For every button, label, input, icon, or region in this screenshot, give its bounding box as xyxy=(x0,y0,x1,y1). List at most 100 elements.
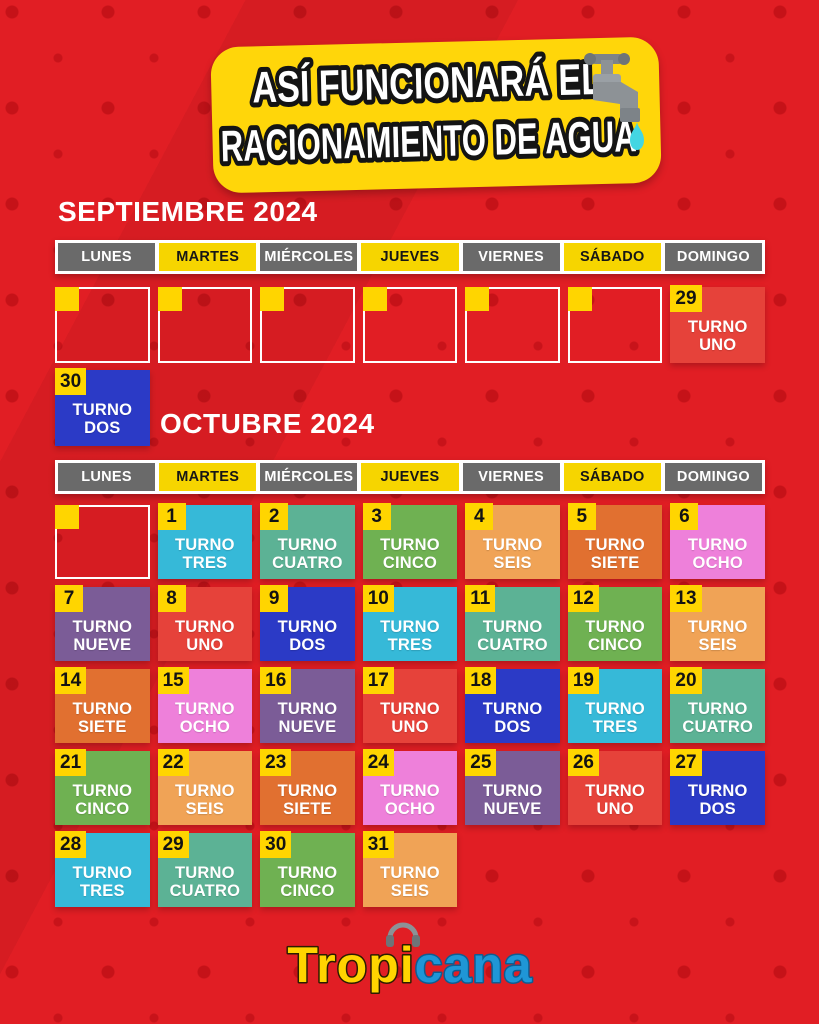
empty-day-corner-tag xyxy=(260,287,285,311)
october-calendar-grid: 1 TURNO TRES 2 TURNO CUATRO 3 TURNO CINCO 4 TURNO S… xyxy=(55,503,765,907)
weekday-header-october: LUNES MARTES MIÉRCOLES JUEVES VIERNES SÁBADO D… xyxy=(55,460,765,494)
empty-day-cell xyxy=(362,287,458,363)
day-number-badge: 18 xyxy=(465,667,497,694)
day-number-badge: 13 xyxy=(670,585,702,612)
day-number-badge: 28 xyxy=(55,831,87,858)
turno-label: TURNO UNO xyxy=(585,782,645,819)
poster-title-text: ASÍ FUNCIONARÁ EL RACIONAMIENTO DE AGUA xyxy=(215,49,642,176)
weekday-cell: LUNES xyxy=(58,243,156,271)
turno-label: TURNO UNO xyxy=(380,700,440,737)
day-number-badge: 7 xyxy=(55,585,83,612)
turno-label: TURNO CUATRO xyxy=(169,864,241,901)
blank-cell xyxy=(363,370,458,446)
empty-day-cell xyxy=(55,287,150,363)
day-number-badge: 30 xyxy=(55,368,87,395)
calendar-day-cell: 6 TURNO OCHO xyxy=(670,503,765,579)
weekday-cell: JUEVES xyxy=(361,463,459,491)
day-number-badge: 9 xyxy=(260,585,289,612)
weekday-cell: VIERNES xyxy=(462,243,560,271)
calendar-day-cell: 17 TURNO UNO xyxy=(362,667,458,743)
calendar-day-cell: 13 TURNO SEIS xyxy=(670,585,765,661)
title-line-1: ASÍ FUNCIONARÁ EL xyxy=(252,54,603,113)
day-number-badge: 22 xyxy=(157,749,189,776)
calendar-day-cell: 28 TURNO TRES xyxy=(55,831,150,907)
day-number-badge: 25 xyxy=(465,749,497,776)
day-number-badge: 26 xyxy=(567,749,599,776)
calendar-day-cell: 19 TURNO TRES xyxy=(567,667,663,743)
blank-cell xyxy=(670,370,765,446)
day-number-badge: 15 xyxy=(157,667,189,694)
turno-label: TURNO NUEVE xyxy=(482,782,543,819)
day-number-badge: 29 xyxy=(157,831,189,858)
september-calendar-grid: 29 TURNO UNO 30 TURNO DOS xyxy=(55,285,765,446)
calendar-day-cell: 9 TURNO DOS xyxy=(260,585,355,661)
tropicana-logo: Tropicana xyxy=(285,922,533,995)
turno-label: TURNO OCHO xyxy=(687,536,748,573)
calendar-day-cell: 18 TURNO DOS xyxy=(465,667,560,743)
calendar-day-cell: 27 TURNO DOS xyxy=(670,749,765,825)
day-number-badge: 20 xyxy=(670,667,702,694)
calendar-day-cell: 23 TURNO SIETE xyxy=(260,749,355,825)
blank-cell xyxy=(670,833,765,907)
turno-label: TURNO SEIS xyxy=(380,864,440,901)
calendar-day-cell: 26 TURNO UNO xyxy=(567,749,663,825)
weekday-cell: DOMINGO xyxy=(664,463,762,491)
empty-day-cell xyxy=(260,287,355,363)
turno-label: TURNO CUATRO xyxy=(272,536,343,573)
logo-part-blue: cana xyxy=(414,937,532,993)
turno-label: TURNO OCHO xyxy=(175,700,235,737)
calendar-day-cell: 24 TURNO OCHO xyxy=(362,749,458,825)
calendar-day-cell: 30 TURNO CINCO xyxy=(260,831,355,907)
day-number-badge: 29 xyxy=(670,285,702,312)
calendar-day-cell: 10 TURNO TRES xyxy=(362,585,458,661)
turno-label: TURNO TRES xyxy=(585,700,645,737)
day-number-badge: 4 xyxy=(465,503,494,530)
empty-day-corner-tag xyxy=(55,287,79,311)
day-number-badge: 17 xyxy=(362,667,394,694)
turno-label: TURNO DOS xyxy=(72,401,133,438)
turno-label: TURNO CINCO xyxy=(72,782,133,819)
turno-label: TURNO TRES xyxy=(380,618,440,655)
headphones-icon xyxy=(385,922,420,947)
weekday-cell: SÁBADO xyxy=(563,463,661,491)
turno-label: TURNO TRES xyxy=(72,864,133,901)
turno-label: TURNO NUEVE xyxy=(277,700,338,737)
turno-label: TURNO SEIS xyxy=(687,618,748,655)
calendar-day-cell: 5 TURNO SIETE xyxy=(567,503,663,579)
turno-label: TURNO SIETE xyxy=(72,700,133,737)
calendar-day-cell: 22 TURNO SEIS xyxy=(157,749,253,825)
turno-label: TURNO OCHO xyxy=(380,782,440,819)
calendar-day-cell: 15 TURNO OCHO xyxy=(157,667,253,743)
calendar-day-cell: 4 TURNO SEIS xyxy=(465,503,560,579)
day-number-badge: 10 xyxy=(362,585,394,612)
day-number-badge: 30 xyxy=(260,831,292,858)
turno-label: TURNO CUATRO xyxy=(477,618,548,655)
day-number-badge: 2 xyxy=(260,503,289,530)
turno-label: TURNO SEIS xyxy=(482,536,543,573)
turno-label: TURNO NUEVE xyxy=(72,618,133,655)
calendar-day-cell: 20 TURNO CUATRO xyxy=(670,667,765,743)
day-number-badge: 5 xyxy=(567,503,596,530)
calendar-day-cell: 12 TURNO CINCO xyxy=(567,585,663,661)
day-number-badge: 6 xyxy=(670,503,699,530)
blank-cell xyxy=(465,370,560,446)
turno-label: TURNO SIETE xyxy=(585,536,645,573)
svg-text:Tropicana: Tropicana xyxy=(287,937,532,993)
empty-day-cell xyxy=(55,505,150,579)
weekday-header-september: LUNES MARTES MIÉRCOLES JUEVES VIERNES SÁBADO D… xyxy=(55,240,765,274)
weekday-cell: DOMINGO xyxy=(664,243,762,271)
weekday-cell: MARTES xyxy=(159,463,257,491)
turno-label: TURNO UNO xyxy=(175,618,235,655)
calendar-day-cell: 29 TURNO CUATRO xyxy=(157,831,253,907)
day-number-badge: 3 xyxy=(362,503,391,530)
weekday-cell: MIÉRCOLES xyxy=(260,243,358,271)
blank-cell xyxy=(568,833,663,907)
calendar-day-cell: 3 TURNO CINCO xyxy=(362,503,458,579)
empty-day-corner-tag xyxy=(465,287,490,311)
empty-day-corner-tag xyxy=(157,287,182,311)
day-number-badge: 31 xyxy=(362,831,394,858)
day-number-badge: 1 xyxy=(157,503,186,530)
calendar-day-cell: 11 TURNO CUATRO xyxy=(465,585,560,661)
turno-label: TURNO CINCO xyxy=(277,864,338,901)
blank-cell xyxy=(465,833,560,907)
